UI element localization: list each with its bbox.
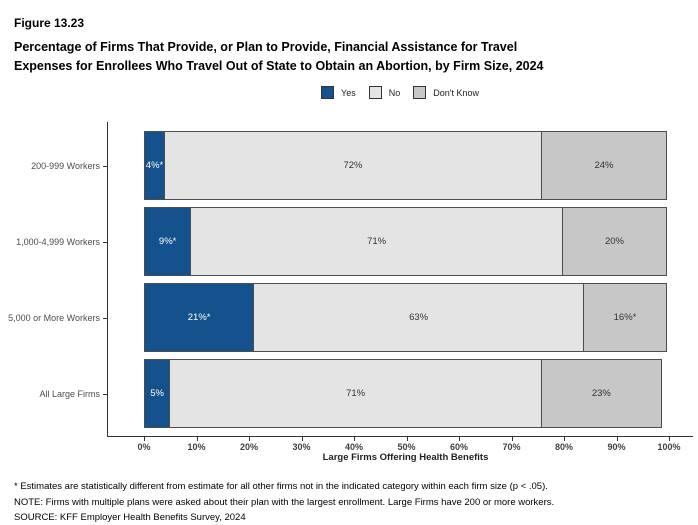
x-axis-tick-label: 10% xyxy=(187,442,206,452)
y-axis-tick xyxy=(103,317,108,319)
legend-item-yes: Yes xyxy=(321,86,356,99)
chart-title-line-2: Expenses for Enrollees Who Travel Out of… xyxy=(14,59,544,73)
bar-segment-label: 23% xyxy=(591,388,611,399)
legend-item-don-t-know: Don't Know xyxy=(413,86,479,99)
footnote-note: NOTE: Firms with multiple plans were ask… xyxy=(14,496,555,508)
x-axis-tick-label: 90% xyxy=(607,442,626,452)
bar-segment-label: 4%* xyxy=(145,160,164,171)
y-axis-label-5-000-or-more-workers: 5,000 or More Workers xyxy=(8,312,100,323)
x-axis-tick-label: 40% xyxy=(344,442,363,452)
bar-segment-no: 71% xyxy=(190,207,563,276)
x-axis-tick-label: 50% xyxy=(397,442,416,452)
legend-swatch-no xyxy=(368,86,382,99)
chart-title: Percentage of Firms That Provide, or Pla… xyxy=(14,38,684,76)
bar-segment-label: 16%* xyxy=(613,312,637,323)
footnote-source: SOURCE: KFF Employer Health Benefits Sur… xyxy=(14,512,246,523)
bar-segment-label: 72% xyxy=(343,160,363,171)
bar-row-1-000-4-999-workers: 9%* 71% 20% xyxy=(144,207,669,276)
x-axis-tick xyxy=(144,437,145,441)
x-axis-tick-label: 80% xyxy=(554,442,573,452)
x-axis-tick-label: 30% xyxy=(292,442,311,452)
x-axis-tick xyxy=(669,437,670,441)
x-axis-tick xyxy=(616,437,618,441)
bar-segment-label: 9%* xyxy=(158,236,177,247)
footnotes: * Estimates are statistically different … xyxy=(14,479,690,525)
bar-segment-label: 5% xyxy=(150,388,164,399)
y-axis-tick xyxy=(103,393,108,395)
x-axis-tick-label: 100% xyxy=(657,442,681,452)
bar-segment-label: 21%* xyxy=(187,312,211,323)
bar-segment-don-t-know: 20% xyxy=(562,207,667,276)
bar-segment-yes: 9%* xyxy=(144,207,192,276)
y-axis-label-200-999-workers: 200-999 Workers xyxy=(31,160,100,171)
y-axis-label-all-large-firms: All Large Firms xyxy=(39,388,100,399)
chart-title-line-1: Percentage of Firms That Provide, or Pla… xyxy=(14,40,518,54)
footnote-asterisk: * Estimates are statistically different … xyxy=(14,481,548,492)
x-axis-tick-label: 70% xyxy=(502,442,521,452)
bar-segment-yes: 5% xyxy=(144,359,171,428)
legend-item-no: No xyxy=(368,86,401,99)
bar-segment-yes: 21%* xyxy=(144,283,255,352)
bar-segment-no: 71% xyxy=(169,359,542,428)
bar-segment-don-t-know: 24% xyxy=(541,131,667,200)
bar-segment-don-t-know: 16%* xyxy=(583,283,667,352)
x-axis-tick xyxy=(301,437,303,441)
y-axis-tick xyxy=(103,165,108,167)
x-axis-tick xyxy=(249,437,250,441)
legend: Yes No Don't Know xyxy=(107,85,693,100)
bar-segment-yes: 4%* xyxy=(144,131,165,200)
bar-segment-don-t-know: 23% xyxy=(541,359,662,428)
bar-row-200-999-workers: 4%* 72% 24% xyxy=(144,131,669,200)
bar-segment-no: 72% xyxy=(164,131,542,200)
legend-swatch-yes xyxy=(321,86,335,99)
bar-segment-label: 24% xyxy=(594,160,614,171)
legend-label: No xyxy=(388,87,401,98)
figure-number: Figure 13.23 xyxy=(14,16,85,30)
x-axis-tick xyxy=(406,437,408,441)
bar-segment-label: 20% xyxy=(604,236,624,247)
x-axis-tick xyxy=(354,437,355,441)
plot-area: 4%* 72% 24% 9%* 71% 20% 21%* 63% 16%* 5% 71% 23% 0% 1… xyxy=(103,122,693,452)
legend-label: Yes xyxy=(341,87,356,98)
bar-row-all-large-firms: 5% 71% 23% xyxy=(144,359,669,428)
bar-segment-no: 63% xyxy=(253,283,584,352)
legend-swatch-don-t-know xyxy=(413,86,427,99)
x-axis-tick xyxy=(459,437,460,441)
x-axis-tick xyxy=(511,437,513,441)
y-axis-tick xyxy=(103,241,108,243)
x-axis-tick-label: 20% xyxy=(239,442,258,452)
y-axis-label-1-000-4-999-workers: 1,000-4,999 Workers xyxy=(16,236,100,247)
bar-segment-label: 71% xyxy=(346,388,366,399)
legend-label: Don't Know xyxy=(433,87,479,98)
x-axis-tick-label: 60% xyxy=(449,442,468,452)
x-axis-title: Large Firms Offering Health Benefits xyxy=(322,452,489,463)
bar-segment-label: 71% xyxy=(367,236,387,247)
x-axis-tick xyxy=(564,437,565,441)
x-axis-tick-label: 0% xyxy=(137,442,151,452)
bar-segment-label: 63% xyxy=(409,312,429,323)
x-axis-tick xyxy=(196,437,198,441)
bar-row-5-000-or-more-workers: 21%* 63% 16%* xyxy=(144,283,669,352)
